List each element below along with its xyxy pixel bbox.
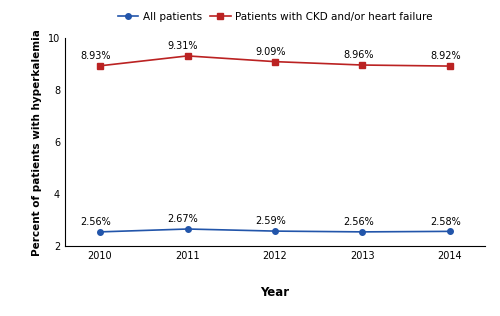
All patients: [184, 227, 190, 231]
Patients with CKD and/or heart failure: [447, 64, 453, 68]
Text: 8.92%: 8.92%: [430, 52, 461, 61]
Text: 2.56%: 2.56%: [343, 217, 374, 227]
Line: Patients with CKD and/or heart failure: Patients with CKD and/or heart failure: [97, 53, 453, 69]
All patients: [360, 230, 366, 234]
Text: 8.93%: 8.93%: [80, 51, 111, 61]
Text: 8.96%: 8.96%: [343, 50, 374, 60]
Line: All patients: All patients: [97, 226, 453, 235]
Text: 9.09%: 9.09%: [256, 47, 286, 57]
Y-axis label: Percent of patients with hyperkalemia: Percent of patients with hyperkalemia: [32, 29, 42, 256]
All patients: [272, 229, 278, 233]
Legend: All patients, Patients with CKD and/or heart failure: All patients, Patients with CKD and/or h…: [118, 12, 432, 22]
Text: 2.59%: 2.59%: [256, 216, 286, 226]
All patients: [97, 230, 103, 234]
Patients with CKD and/or heart failure: [272, 60, 278, 64]
Text: 9.31%: 9.31%: [168, 41, 198, 51]
X-axis label: Year: Year: [260, 286, 290, 299]
Text: 2.58%: 2.58%: [430, 217, 461, 227]
Patients with CKD and/or heart failure: [97, 64, 103, 68]
Patients with CKD and/or heart failure: [360, 63, 366, 67]
Text: 2.56%: 2.56%: [80, 217, 111, 227]
Patients with CKD and/or heart failure: [184, 54, 190, 58]
Text: 2.67%: 2.67%: [168, 214, 198, 224]
All patients: [447, 229, 453, 233]
